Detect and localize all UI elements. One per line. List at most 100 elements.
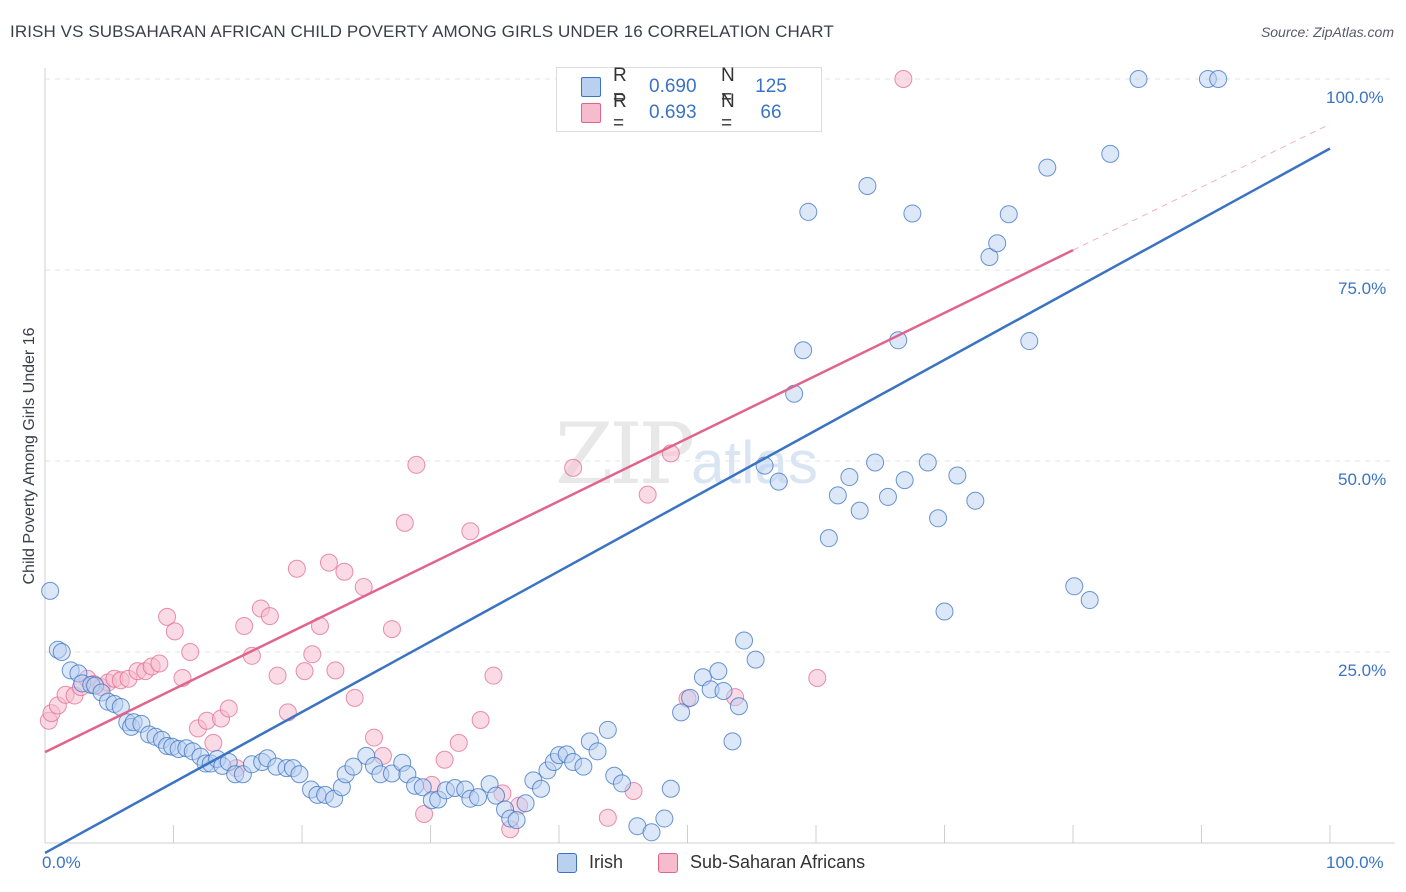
y-tick-label-75: 75.0% — [1338, 279, 1387, 298]
point-subsaharan — [219, 699, 238, 718]
legend-r-value-irish: 0.690 — [649, 76, 697, 97]
y-tick-label-25: 25.0% — [1338, 661, 1387, 680]
point-subsaharan — [158, 607, 177, 626]
legend-n-label: N = — [721, 91, 735, 134]
y-tick-label-50: 50.0% — [1338, 470, 1387, 489]
point-subsaharan — [278, 703, 297, 722]
point-irish — [41, 581, 60, 600]
point-irish — [769, 472, 788, 491]
point-irish — [828, 486, 847, 505]
point-subsaharan — [364, 728, 383, 747]
point-irish — [661, 779, 680, 798]
point-irish — [735, 631, 754, 650]
point-subsaharan — [268, 666, 287, 685]
point-subsaharan — [319, 553, 338, 572]
point-irish — [1080, 591, 1099, 610]
point-irish — [948, 466, 967, 485]
point-irish — [723, 732, 742, 751]
source-label: Source: ZipAtlas.com — [1260, 24, 1394, 40]
point-irish — [1129, 70, 1148, 88]
point-subsaharan — [235, 617, 254, 636]
point-subsaharan — [894, 70, 913, 88]
point-subsaharan — [303, 645, 322, 664]
point-irish — [344, 757, 363, 776]
legend-label-subsaharan: Sub-Saharan Africans — [690, 852, 866, 872]
point-irish — [980, 248, 999, 267]
point-irish — [413, 778, 432, 797]
point-irish — [574, 757, 593, 776]
point-irish — [794, 341, 813, 360]
point-subsaharan — [407, 455, 426, 474]
trend-line-subsaharan — [44, 249, 1074, 754]
point-irish — [840, 468, 859, 487]
legend-swatch-subsaharan — [581, 103, 601, 123]
point-subsaharan — [345, 688, 364, 707]
point-irish — [1209, 70, 1228, 88]
point-subsaharan — [461, 522, 480, 541]
point-subsaharan — [435, 750, 454, 769]
point-irish — [819, 529, 838, 548]
legend-r-label: R = — [613, 91, 627, 134]
point-irish — [655, 809, 674, 828]
point-subsaharan — [395, 513, 414, 532]
legend-swatch-subsaharan — [658, 852, 678, 873]
legend-swatch-irish — [581, 77, 601, 97]
x-tick-label-max: 100.0% — [1326, 853, 1384, 872]
legend-n-value-subsaharan: 66 — [760, 102, 782, 123]
series-legend: Irish Sub-Saharan Africans — [0, 852, 1406, 876]
point-subsaharan — [165, 622, 184, 641]
point-irish — [709, 662, 728, 681]
point-subsaharan — [598, 808, 617, 827]
point-irish — [935, 602, 954, 621]
trend-line-subsaharan-extension — [1072, 123, 1331, 251]
point-subsaharan — [808, 668, 827, 687]
point-irish — [672, 703, 691, 722]
point-irish — [918, 453, 937, 472]
axes — [44, 68, 1395, 844]
point-irish — [1020, 332, 1039, 351]
point-irish — [866, 453, 885, 472]
legend-swatch-irish — [557, 852, 577, 873]
point-irish — [966, 491, 985, 510]
data-points — [39, 70, 1228, 842]
point-irish — [1101, 144, 1120, 163]
point-irish — [290, 765, 309, 784]
point-subsaharan — [295, 662, 314, 681]
legend-row-subsaharan: R = 0.693 N = 66 — [581, 91, 791, 134]
point-irish — [929, 509, 948, 528]
point-subsaharan — [471, 710, 490, 729]
point-subsaharan — [335, 562, 354, 581]
point-irish — [858, 176, 877, 195]
legend-item-subsaharan[interactable]: Sub-Saharan Africans — [658, 852, 865, 873]
legend-r-value-subsaharan: 0.693 — [649, 102, 697, 123]
point-irish — [588, 742, 607, 761]
point-irish — [903, 204, 922, 223]
point-subsaharan — [449, 733, 468, 752]
point-subsaharan — [638, 485, 657, 504]
point-irish — [1038, 158, 1057, 177]
legend-label-irish: Irish — [589, 852, 624, 872]
gridlines — [45, 78, 1395, 653]
x-tick-label-min: 0.0% — [42, 853, 81, 872]
chart-title: IRISH VS SUBSAHARAN AFRICAN CHILD POVERT… — [10, 22, 834, 41]
point-subsaharan — [260, 607, 279, 626]
point-irish — [729, 697, 748, 716]
point-subsaharan — [415, 804, 434, 823]
point-subsaharan — [326, 661, 345, 680]
point-irish — [532, 779, 551, 798]
point-irish — [681, 688, 700, 707]
legend-item-irish[interactable]: Irish — [557, 852, 623, 873]
legend-n-label: N = — [721, 65, 735, 108]
point-subsaharan — [204, 733, 223, 752]
point-subsaharan — [150, 654, 169, 673]
point-irish — [516, 794, 535, 813]
point-irish — [1065, 577, 1084, 596]
point-subsaharan — [564, 458, 583, 477]
point-subsaharan — [382, 620, 401, 639]
point-subsaharan — [181, 643, 200, 661]
point-irish — [642, 823, 661, 842]
point-irish — [598, 720, 617, 739]
y-tick-label-100: 100.0% — [1326, 88, 1384, 107]
point-irish — [850, 501, 869, 520]
